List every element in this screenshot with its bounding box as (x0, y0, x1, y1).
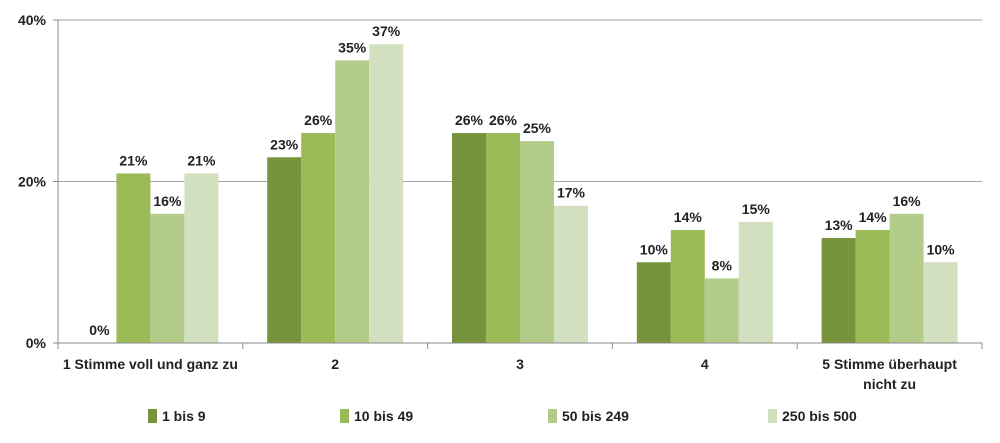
bar (369, 44, 404, 343)
data-label-bg (453, 110, 485, 130)
bar (554, 205, 588, 343)
bar (855, 229, 890, 343)
data-label-bg (487, 110, 519, 130)
legend-swatch (148, 409, 157, 423)
data-label: 25% (523, 120, 552, 136)
data-label-bg (268, 134, 301, 154)
bar (184, 173, 219, 343)
bar (821, 238, 856, 343)
bar (116, 173, 151, 343)
bars (116, 44, 958, 343)
x-tick-label: 3 (516, 356, 524, 372)
data-label-bg (637, 239, 670, 259)
legend: 1 bis 9 10 bis 49 50 bis 249 250 bis 500 (148, 408, 857, 424)
data-label: 14% (674, 209, 703, 225)
data-labels: 0% 21% 16% 21% 23% 26% 35% 37% 26% 26% 25% 17% 10% 14… (83, 21, 957, 339)
data-label-bg (890, 190, 923, 210)
legend-label: 50 bis 249 (562, 408, 629, 424)
y-tick-label: 40% (18, 12, 47, 28)
data-label-bg (370, 21, 403, 41)
data-label-bg (521, 118, 553, 138)
x-tick-label: nicht zu (863, 376, 916, 392)
bar (267, 157, 302, 343)
data-label-bg (856, 206, 889, 226)
data-label: 14% (859, 209, 888, 225)
data-label: 8% (712, 257, 733, 273)
bar (704, 278, 739, 343)
legend-swatch (340, 409, 349, 423)
data-label: 21% (187, 152, 216, 168)
legend-swatch (768, 409, 777, 423)
data-label-bg (924, 239, 957, 259)
bar (738, 221, 773, 343)
bar (452, 133, 486, 343)
data-label: 17% (557, 185, 586, 201)
bar (520, 141, 554, 343)
data-label: 13% (825, 217, 854, 233)
data-label: 16% (153, 193, 182, 209)
bar (923, 262, 958, 343)
data-label-bg (185, 150, 218, 170)
data-label: 21% (119, 152, 148, 168)
data-label: 23% (270, 136, 299, 152)
legend-label: 250 bis 500 (782, 408, 857, 424)
bar (150, 213, 185, 343)
data-label-bg (302, 110, 335, 130)
bar (301, 133, 336, 343)
legend-swatch (548, 409, 557, 423)
data-label: 26% (455, 112, 484, 128)
y-tick-label: 20% (18, 174, 47, 190)
legend-label: 1 bis 9 (162, 408, 206, 424)
data-label: 26% (304, 112, 333, 128)
x-tick-label: 2 (331, 356, 339, 372)
data-label: 35% (338, 39, 367, 55)
axes: 0% 20% 40% 1 Stimme voll und ganz zu 2 3 4 5 St… (18, 12, 983, 392)
data-label: 15% (742, 201, 771, 217)
bar (636, 262, 671, 343)
data-label-bg (671, 206, 704, 226)
bar (486, 133, 520, 343)
data-label-bg (555, 182, 587, 202)
bar (889, 213, 924, 343)
data-label: 37% (372, 23, 401, 39)
data-label: 16% (893, 193, 922, 209)
data-label-bg (117, 150, 150, 170)
data-label-bg (705, 255, 738, 275)
x-tick-label: 4 (701, 356, 709, 372)
data-label-bg (83, 320, 116, 339)
x-tick-label: 1 Stimme voll und ganz zu (63, 356, 238, 372)
data-label-bg (822, 215, 855, 235)
bar (670, 229, 705, 343)
x-tick-label: 5 Stimme überhaupt (822, 356, 957, 372)
y-tick-label: 0% (26, 335, 47, 351)
bar (335, 60, 370, 343)
data-label-bg (336, 37, 369, 57)
data-label-bg (151, 190, 184, 210)
data-label: 10% (640, 241, 669, 257)
data-label: 10% (927, 241, 956, 257)
legend-label: 10 bis 49 (354, 408, 413, 424)
data-label: 0% (89, 322, 110, 338)
data-label: 26% (489, 112, 518, 128)
data-label-bg (739, 198, 772, 218)
